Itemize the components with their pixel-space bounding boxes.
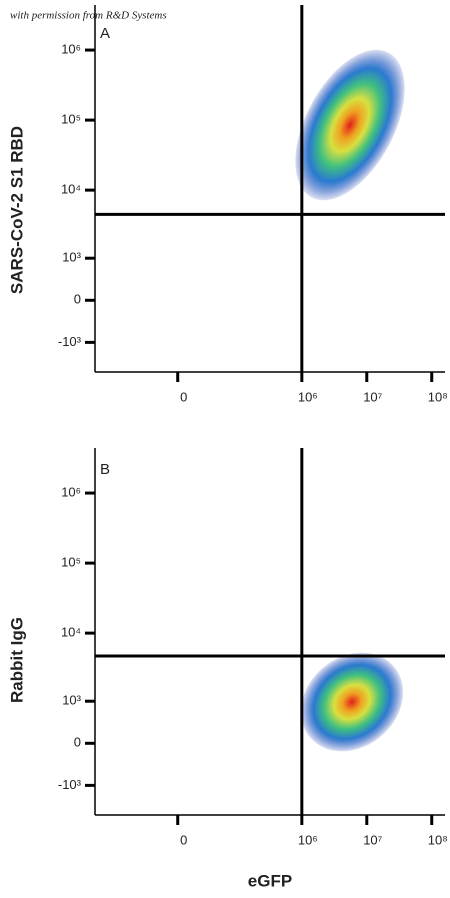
x-tick-label: 0 — [180, 832, 187, 847]
y-tick-label: 10⁴ — [61, 182, 81, 197]
y-axis-label: Rabbit IgG — [7, 617, 26, 703]
y-tick-label: 10⁵ — [61, 555, 81, 570]
y-tick-label: 10⁶ — [61, 42, 81, 57]
y-tick-label: -10³ — [58, 777, 82, 792]
y-tick-label: -10³ — [58, 334, 82, 349]
y-tick-label: 10⁴ — [61, 625, 81, 640]
x-tick-label: 0 — [180, 389, 187, 404]
y-axis-label: SARS-CoV-2 S1 RBD — [7, 126, 26, 294]
x-tick-label: 10⁸ — [428, 389, 448, 404]
y-tick-label: 10³ — [62, 250, 81, 265]
x-tick-label: 10⁷ — [363, 389, 382, 404]
y-tick-label: 0 — [74, 292, 81, 307]
y-tick-label: 10³ — [62, 693, 81, 708]
panel-label: A — [100, 25, 110, 42]
watermark: with permission from R&D Systems — [10, 10, 167, 22]
x-tick-label: 10⁶ — [298, 832, 318, 847]
y-tick-label: 10⁵ — [61, 112, 81, 127]
y-tick-label: 10⁶ — [61, 485, 81, 500]
x-tick-label: 10⁷ — [363, 832, 382, 847]
density-cloud — [295, 49, 405, 201]
x-tick-label: 10⁶ — [298, 389, 318, 404]
x-axis-label: eGFP — [248, 871, 292, 890]
x-tick-label: 10⁸ — [428, 832, 448, 847]
panel-label: B — [100, 461, 110, 478]
y-tick-label: 0 — [74, 735, 81, 750]
density-cloud — [300, 652, 404, 752]
